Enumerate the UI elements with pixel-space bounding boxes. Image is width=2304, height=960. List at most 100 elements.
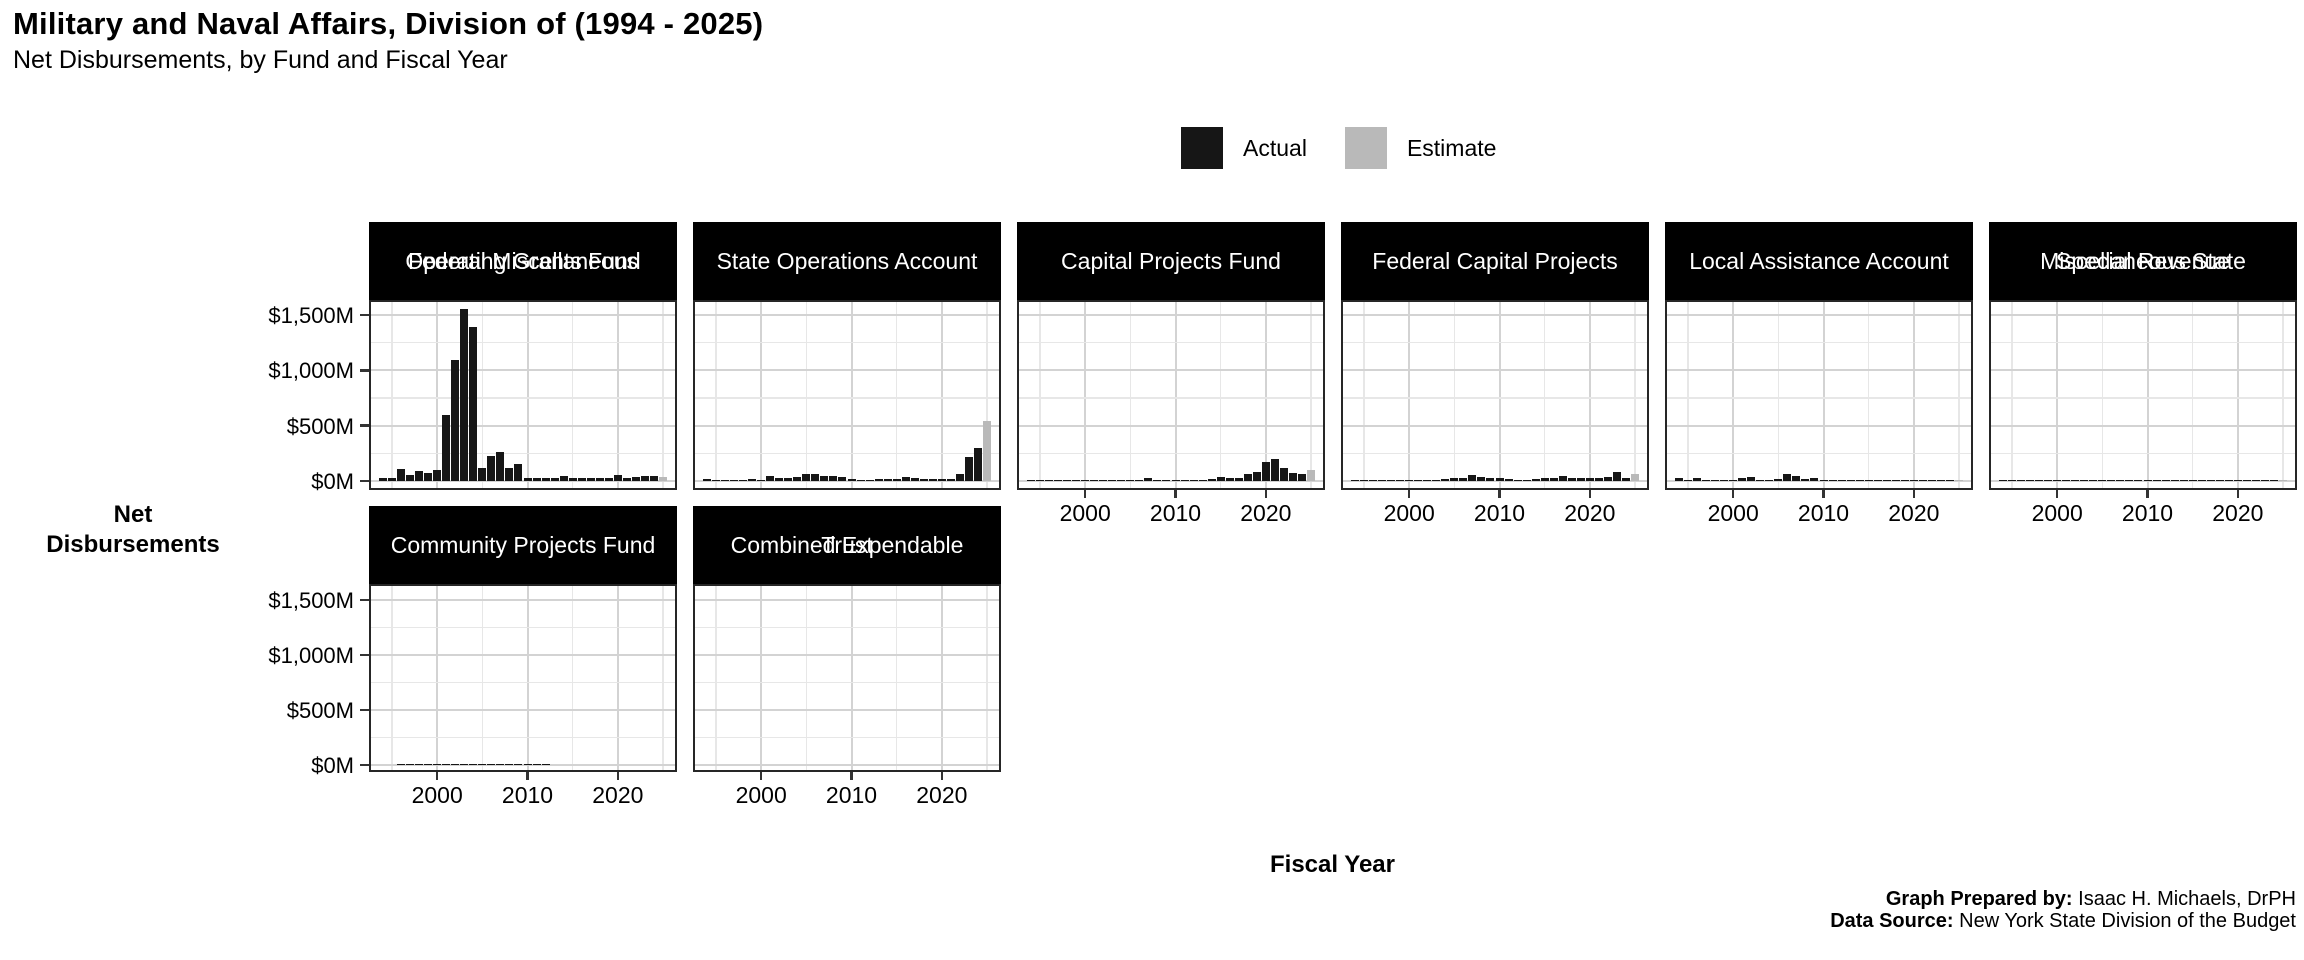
bar-actual	[1711, 479, 1720, 481]
bar-actual	[1513, 479, 1522, 481]
gridline-vertical-minor	[391, 300, 393, 490]
y-tick-mark	[360, 653, 369, 657]
bar-actual	[1405, 479, 1414, 481]
gridline-vertical-minor	[1634, 300, 1636, 490]
bar-actual	[514, 763, 523, 765]
bar-actual	[1126, 479, 1135, 481]
bar-actual	[1477, 477, 1486, 481]
x-tick-mark	[1912, 490, 1916, 498]
bar-actual	[1225, 477, 1234, 481]
x-tick-label: 2020	[1564, 500, 1616, 526]
gridline-vertical-major	[526, 300, 529, 490]
gridline-vertical-minor	[895, 584, 898, 772]
x-tick-label: 2010	[1473, 500, 1526, 526]
bar-actual	[1171, 479, 1180, 481]
bar-actual	[1387, 479, 1396, 481]
gridline-vertical-major	[2236, 300, 2239, 490]
bar-actual	[1999, 479, 2007, 481]
bar-actual	[2008, 479, 2017, 481]
bar-actual	[1162, 479, 1171, 481]
gridline-horizontal-minor	[693, 397, 1001, 399]
gridline-vertical-major	[526, 584, 529, 772]
bar-actual	[1288, 473, 1297, 481]
x-tick-label: 2010	[2121, 500, 2174, 526]
bar-actual	[1297, 474, 1306, 481]
gridline-vertical-major	[2056, 300, 2059, 490]
x-tick-mark	[526, 772, 529, 780]
gridline-vertical-minor	[895, 300, 898, 490]
gridline-horizontal-major	[693, 369, 1001, 372]
panel-border	[1665, 300, 1973, 490]
bar-estimate	[983, 420, 991, 481]
bar-actual	[1612, 472, 1621, 481]
bar-actual	[2026, 479, 2035, 481]
bar-actual	[955, 473, 964, 481]
bar-actual	[1369, 479, 1378, 481]
gridline-horizontal-major	[1989, 314, 2297, 316]
gridline-vertical-major	[760, 584, 763, 772]
gridline-horizontal-minor	[693, 681, 1001, 684]
gridline-vertical-minor	[391, 584, 393, 772]
bar-actual	[1792, 476, 1801, 481]
bar-actual	[865, 479, 874, 481]
bar-actual	[1846, 479, 1855, 481]
bar-actual	[739, 479, 748, 481]
gridline-horizontal-major	[693, 424, 1001, 427]
facet-strip: Federal Miscellaneous Operating Grants Fu…	[369, 222, 677, 300]
bar-actual	[1585, 477, 1594, 481]
bar-actual	[604, 477, 613, 481]
facet-strip: State Operations Account	[693, 222, 1001, 300]
gridline-vertical-minor	[986, 584, 988, 772]
facet-panel	[369, 584, 677, 772]
bar-actual	[2080, 479, 2089, 481]
x-axis-title: Fiscal Year	[1270, 851, 1395, 878]
bar-actual	[1495, 478, 1504, 481]
gridline-vertical-major	[1408, 300, 1411, 490]
bar-actual	[1153, 479, 1162, 481]
bar-actual	[397, 469, 406, 481]
footer-data-source-value: New York State Division of the Budget	[1959, 910, 2296, 932]
gridline-horizontal-major	[1017, 424, 1325, 427]
bar-actual	[631, 477, 640, 481]
gridline-vertical-minor	[2191, 300, 2194, 490]
bar-actual	[586, 477, 595, 481]
facet-strip: Capital Projects Fund	[1017, 222, 1325, 300]
gridline-horizontal-minor	[1665, 341, 1973, 344]
bar-actual	[532, 478, 541, 481]
bar-actual	[1531, 479, 1540, 481]
x-tick-label: 2000	[1059, 500, 1111, 526]
gridline-vertical-minor	[1543, 300, 1546, 490]
gridline-vertical-major	[1588, 300, 1591, 490]
bar-actual	[847, 479, 856, 481]
y-tick-label: $1,500M	[268, 588, 354, 613]
y-axis-title-line2: Disbursements	[46, 531, 220, 558]
x-tick-label: 2000	[1383, 500, 1435, 526]
x-tick-mark	[1731, 490, 1735, 498]
bar-actual	[1036, 479, 1045, 481]
bar-actual	[1567, 477, 1576, 481]
bar-actual	[829, 475, 838, 481]
bar-actual	[2242, 479, 2251, 481]
bar-actual	[1234, 478, 1243, 481]
bar-actual	[1108, 479, 1117, 481]
bar-actual	[1423, 479, 1432, 481]
bar-estimate	[1955, 479, 1963, 481]
bar-actual	[811, 473, 820, 481]
footer-data-source: Data Source: New York State Division of …	[1830, 910, 2296, 932]
facet-strip-label: Capital Projects Fund	[1061, 247, 1281, 274]
bar-actual	[1459, 477, 1468, 481]
gridline-vertical-major	[1264, 300, 1267, 490]
facet-strip-label: Combined Expendable	[730, 531, 964, 558]
y-tick-label: $1,000M	[268, 643, 354, 668]
bar-actual	[505, 468, 514, 481]
gridline-vertical-minor	[662, 300, 664, 490]
x-tick-label: 2010	[825, 782, 878, 808]
gridline-horizontal-minor	[1341, 341, 1649, 344]
y-tick-mark	[360, 369, 369, 372]
panel-border	[1341, 300, 1649, 490]
bar-actual	[505, 763, 514, 765]
x-tick-label: 2000	[1707, 500, 1759, 526]
gridline-horizontal-major	[1017, 369, 1325, 372]
bar-actual	[613, 474, 622, 481]
bar-actual	[2134, 479, 2143, 481]
